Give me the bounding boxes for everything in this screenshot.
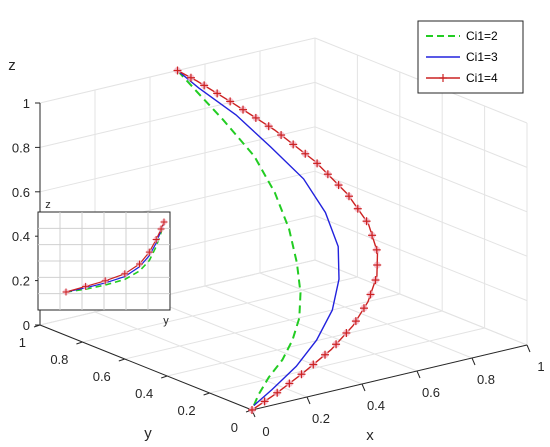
floor-grid-line-y (167, 310, 443, 377)
legend-label-2: Ci1=3 (466, 50, 498, 64)
floor-grid-line-x (314, 259, 528, 346)
z-tick-label: 0 (23, 318, 30, 333)
inset-panel: zy (37, 199, 171, 327)
y-tick-label: 0.8 (50, 352, 68, 367)
x-tick-mark (471, 357, 476, 366)
inset-y-label: y (163, 315, 169, 327)
x-tick-mark (416, 370, 421, 379)
back-grid-line-z (39, 126, 316, 193)
x-tick-label: 0 (262, 424, 269, 439)
x-tick-label: 0.8 (477, 372, 495, 387)
floor-grid-line-y (39, 259, 316, 326)
z-axis-label: z (8, 57, 16, 74)
y-tick-label: 0.6 (93, 369, 111, 384)
side-grid-line-z (314, 170, 528, 257)
floor-grid-line-x (259, 272, 473, 359)
y-axis-line (39, 324, 253, 411)
series-line-2 (177, 69, 340, 407)
z-tick-label: 1 (23, 96, 30, 111)
y-axis-label: y (144, 425, 152, 442)
x-tick-label: 0.6 (422, 385, 440, 400)
x-tick-mark (361, 383, 366, 392)
floor-grid-line-x (204, 285, 418, 372)
x-tick-label: 1 (537, 359, 544, 374)
x-axis-line (251, 344, 528, 411)
x-tick-label: 0.2 (312, 411, 330, 426)
legend-label-3: Ci1=4 (466, 71, 498, 85)
legend-label-1: Ci1=2 (466, 29, 498, 43)
series-line-1 (176, 69, 302, 406)
series-lines (173, 66, 382, 414)
side-grid-line-z (314, 215, 528, 302)
floor-grid-line-y (82, 276, 358, 343)
y-tick-label: 0.4 (135, 386, 153, 401)
z-tick-label: 0.2 (12, 274, 30, 289)
y-tick-mark (118, 358, 125, 362)
z-tick-label: 0.4 (12, 229, 30, 244)
inset-z-label: z (45, 199, 51, 211)
x-axis-label: x (366, 427, 374, 444)
floor-grid-line-y (209, 327, 485, 394)
side-grid-line-z (314, 126, 528, 213)
x-tick-label: 0.4 (367, 398, 385, 413)
x-tick-mark (306, 396, 311, 405)
z-tick-label: 0.8 (12, 140, 30, 155)
floor-grid-line-y (124, 293, 400, 360)
floor-grid-line-x (149, 298, 363, 385)
side-grid-line-z (314, 81, 528, 168)
x-tick-mark (526, 344, 531, 353)
y-tick-label: 1 (19, 335, 26, 350)
series-line-3 (177, 69, 379, 411)
y-tick-label: 0.2 (178, 403, 196, 418)
y-tick-label: 0 (231, 420, 238, 435)
grid-lines (39, 37, 528, 411)
z-tick-label: 0.6 (12, 185, 30, 200)
y-tick-mark (76, 341, 83, 345)
y-tick-mark (161, 375, 168, 379)
y-tick-mark (203, 392, 210, 396)
legend: Ci1=2 Ci1=3 Ci1=4 (417, 20, 524, 94)
axes: 0 0.2 0.4 0.6 0.8 1 0 0.2 0.4 0.6 0.8 1 0 0.2 0.4 0.6 0.… (8, 57, 544, 444)
floor-grid-line-x (94, 311, 308, 398)
back-grid-line-z (39, 81, 316, 148)
